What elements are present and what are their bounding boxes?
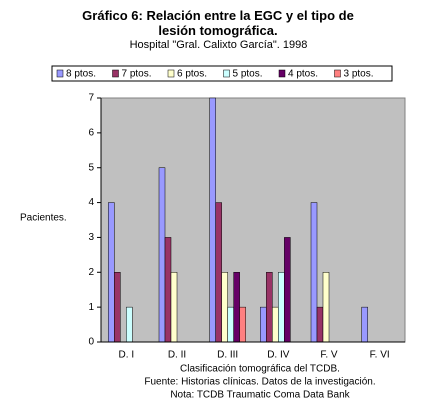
legend-label: 7 ptos. bbox=[122, 69, 152, 80]
y-tick-label: 3 bbox=[88, 232, 94, 243]
x-tick-label: F. VI bbox=[370, 350, 390, 361]
bar bbox=[239, 306, 246, 343]
bar bbox=[126, 306, 133, 343]
bar bbox=[164, 237, 172, 343]
bar bbox=[266, 272, 273, 343]
x-tick-label: D. IV bbox=[267, 350, 290, 361]
legend-label: 5 ptos. bbox=[233, 69, 263, 80]
bar bbox=[284, 237, 291, 343]
y-tick-label: 4 bbox=[88, 197, 94, 208]
legend-label: 8 ptos. bbox=[66, 69, 96, 80]
x-tick-label: D. III bbox=[217, 350, 238, 361]
y-tick-label: 1 bbox=[88, 302, 94, 313]
bar bbox=[260, 306, 267, 343]
plot-area bbox=[100, 97, 406, 343]
bar bbox=[227, 306, 234, 343]
x-tick-label: F. V bbox=[320, 350, 338, 361]
bar bbox=[310, 202, 318, 343]
legend-swatch bbox=[278, 69, 286, 78]
bar bbox=[209, 97, 216, 343]
bar bbox=[114, 272, 121, 343]
legend-label: 4 ptos. bbox=[288, 69, 318, 80]
legend-swatch bbox=[112, 69, 119, 78]
x-tick-label: D. II bbox=[168, 350, 186, 361]
bar bbox=[158, 167, 166, 343]
legend bbox=[51, 65, 393, 82]
bar bbox=[316, 306, 324, 343]
bar bbox=[170, 272, 178, 343]
bar bbox=[322, 272, 330, 343]
y-tick-label: 5 bbox=[88, 162, 94, 173]
x-tick-label: D. I bbox=[119, 350, 135, 361]
x-axis-label: Clasificación tomográfica del TCDB. bbox=[180, 364, 340, 375]
y-tick-label: 7 bbox=[88, 93, 94, 104]
legend-swatch bbox=[334, 69, 341, 78]
legend-label: 6 ptos. bbox=[177, 69, 207, 80]
note: Nota: TCDB Traumatic Coma Data Bank bbox=[170, 390, 350, 401]
chart-title: Gráfico 6: Relación entre la EGC y el ti… bbox=[82, 8, 354, 38]
chart-subtitle: Hospital "Gral. Calixto García". 1998 bbox=[129, 39, 308, 51]
legend-swatch bbox=[223, 69, 230, 78]
y-tick-label: 2 bbox=[88, 267, 94, 278]
y-tick-label: 0 bbox=[88, 337, 94, 348]
legend-label: 3 ptos. bbox=[344, 69, 374, 80]
bar bbox=[215, 202, 222, 343]
bar bbox=[278, 272, 285, 343]
y-tick-label: 6 bbox=[88, 127, 94, 138]
bar bbox=[233, 272, 240, 343]
bar bbox=[108, 202, 115, 343]
y-axis-label: Pacientes. bbox=[20, 213, 67, 224]
note: Fuente: Historias clínicas. Datos de la … bbox=[144, 377, 375, 388]
bar bbox=[361, 306, 368, 343]
legend-swatch bbox=[56, 69, 64, 78]
bar bbox=[272, 306, 279, 343]
legend-swatch bbox=[167, 69, 175, 78]
bar bbox=[221, 272, 228, 343]
